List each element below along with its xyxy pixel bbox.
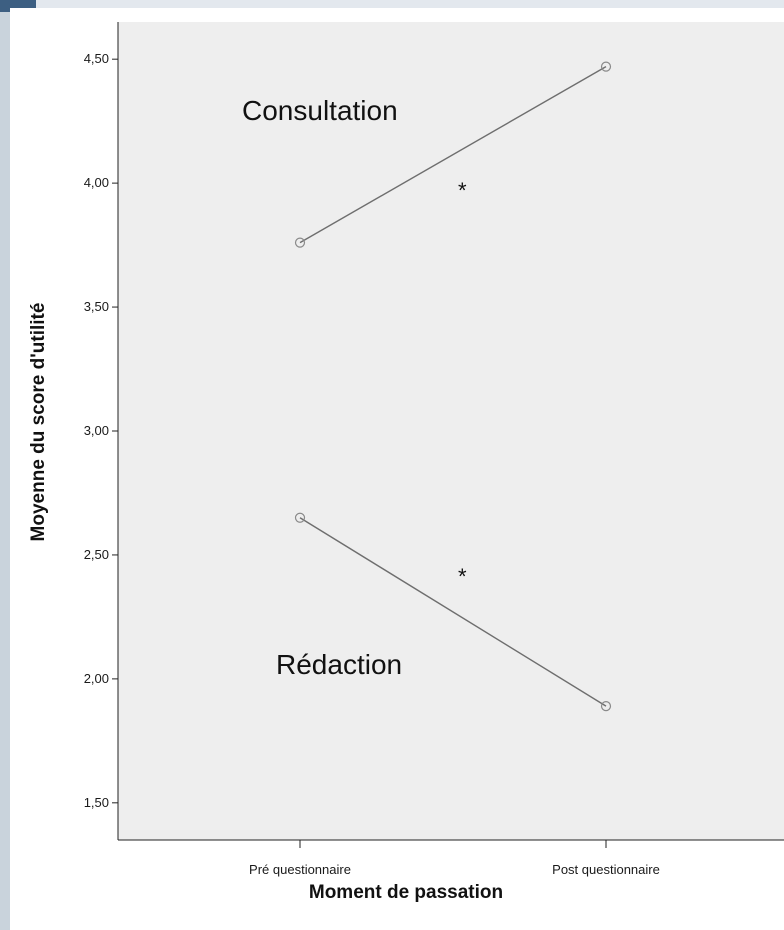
y-tick-label: 4,50 — [84, 51, 109, 66]
annotation-asterisk-consultation: * — [458, 178, 467, 203]
x-tick-label: Post questionnaire — [552, 862, 660, 877]
x-axis-ticks: Pré questionnaire Post questionnaire — [249, 840, 660, 877]
y-axis-title: Moyenne du score d'utilité — [28, 303, 49, 542]
window-frame-left — [0, 0, 10, 930]
annotation-asterisk-redaction: * — [458, 564, 467, 589]
annotation-consultation: Consultation — [242, 95, 398, 126]
annotation-redaction: Rédaction — [276, 649, 402, 680]
series-layer — [294, 61, 612, 712]
series-line-1 — [299, 517, 607, 707]
x-axis-title: Moment de passation — [309, 882, 503, 903]
y-axis-ticks: 1,50 2,00 2,50 3,00 3,50 4,00 4,50 — [84, 51, 118, 810]
y-tick-label: 1,50 — [84, 795, 109, 810]
y-tick-label: 2,50 — [84, 547, 109, 562]
plot-area — [118, 22, 784, 840]
y-tick-label: 3,50 — [84, 299, 109, 314]
y-tick-label: 2,00 — [84, 671, 109, 686]
window-frame-top — [36, 0, 784, 8]
y-tick-label: 3,00 — [84, 423, 109, 438]
chart-canvas: 1,50 2,00 2,50 3,00 3,50 4,00 4,50 Pré questio… — [10, 8, 784, 930]
series-1-point-0 — [294, 512, 306, 523]
line-chart: 1,50 2,00 2,50 3,00 3,50 4,00 4,50 Pré questio… — [28, 22, 784, 903]
x-tick-label: Pré questionnaire — [249, 862, 351, 877]
series-line-0 — [299, 66, 607, 244]
series-1-point-1 — [600, 701, 612, 712]
series-0-point-0 — [294, 237, 306, 248]
series-0-point-1 — [600, 61, 612, 72]
y-tick-label: 4,00 — [84, 175, 109, 190]
